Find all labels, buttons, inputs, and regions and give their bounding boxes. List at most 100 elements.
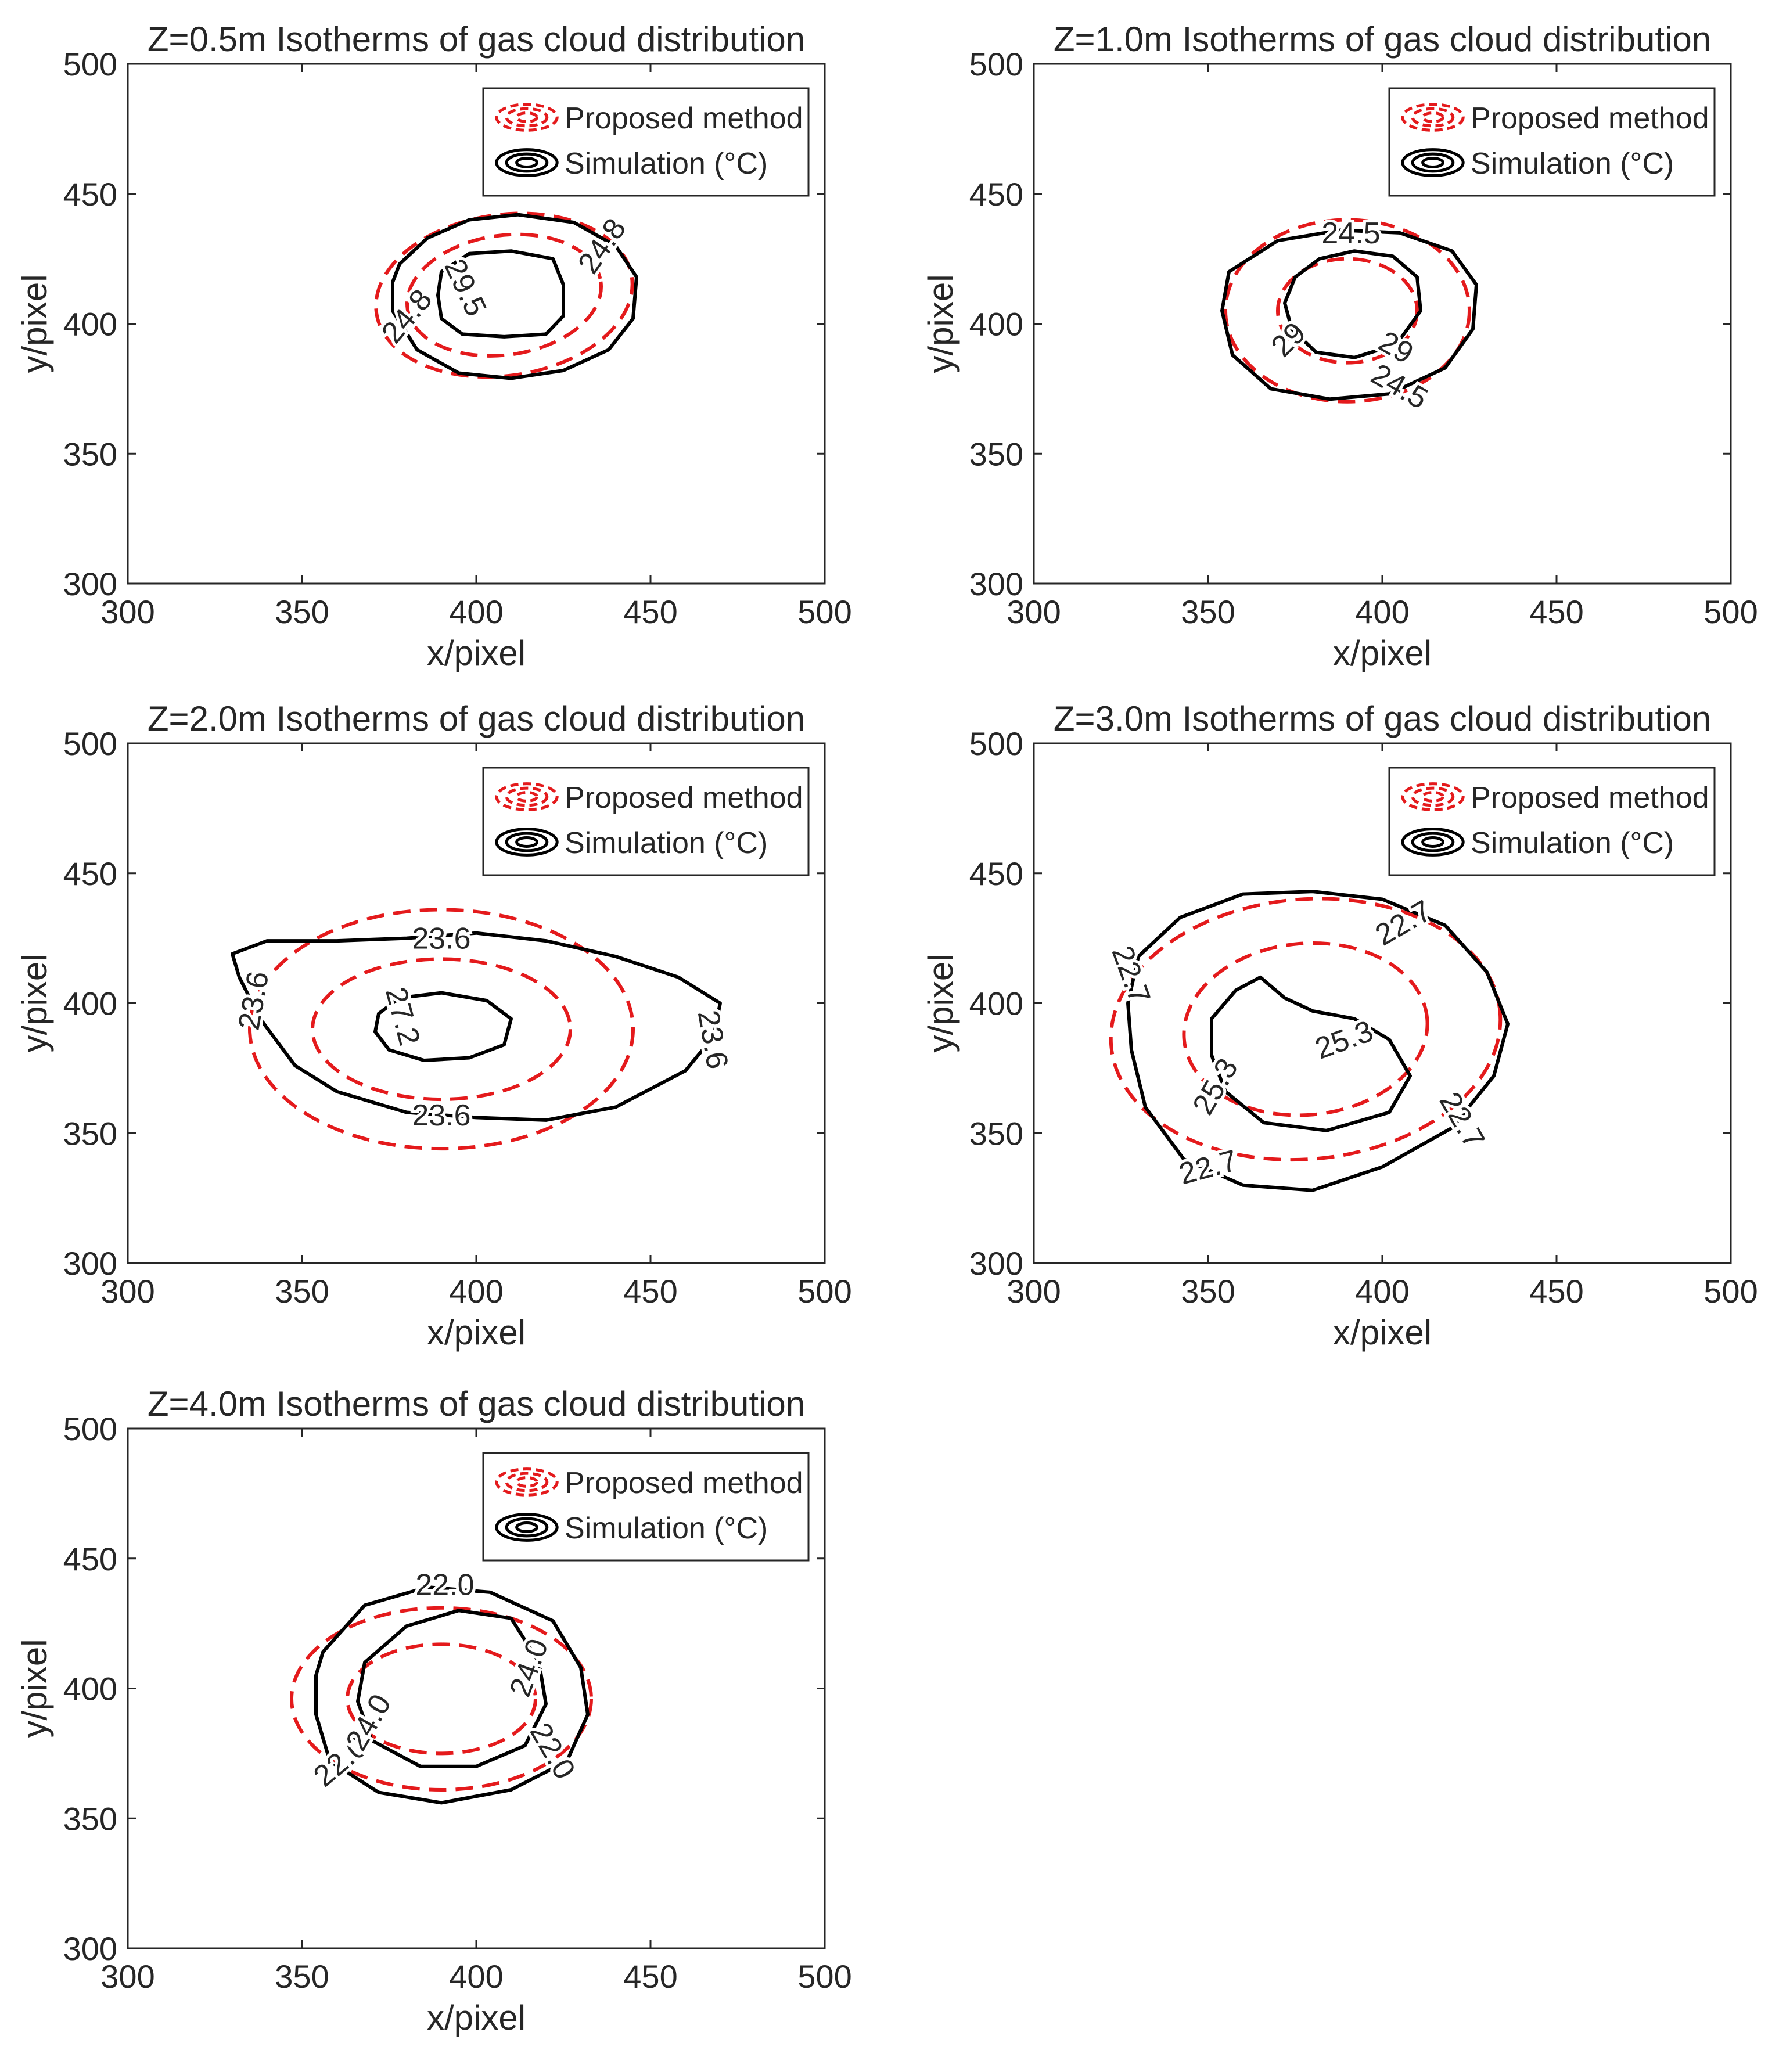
legend-simulation-swatch-3 <box>1421 836 1444 848</box>
contour-label: 22.0 <box>415 1569 474 1602</box>
x-tick-label: 300 <box>1007 1273 1061 1310</box>
proposed-contour-1 <box>248 908 635 1151</box>
y-tick-label: 300 <box>969 1245 1023 1282</box>
y-tick-label: 400 <box>969 985 1023 1022</box>
y-tick-label: 300 <box>969 566 1023 602</box>
legend-proposed-label: Proposed method <box>1471 781 1709 815</box>
x-tick-label: 350 <box>1181 1273 1235 1310</box>
chart-panel-4: 300 350 400 450 500 300 350 400 450 500 x/pixel y/p… <box>921 699 1758 1352</box>
legend-proposed-swatch-1 <box>495 103 559 132</box>
x-tick-label: 350 <box>275 593 329 630</box>
x-tick-label: 500 <box>797 593 851 630</box>
legend-proposed-swatch-3 <box>1421 111 1444 123</box>
chart-panel-2: 300 350 400 450 500 300 350 400 450 500 x/pixel y/p… <box>921 20 1758 672</box>
simulation-contour-27.2 <box>373 991 513 1062</box>
x-tick-label: 400 <box>1355 1273 1409 1310</box>
legend-proposed-swatch-2 <box>1411 786 1455 807</box>
legend-simulation-swatch-3 <box>515 1521 538 1533</box>
x-tick-label: 400 <box>449 1273 503 1310</box>
legend-proposed-swatch-2 <box>505 786 549 807</box>
y-tick-label: 300 <box>63 1245 117 1282</box>
legend-proposed-swatch-1 <box>1401 782 1465 811</box>
legend-simulation-label: Simulation (°C) <box>565 147 768 181</box>
x-tick-label: 450 <box>623 1273 677 1310</box>
legend-proposed-swatch-3 <box>515 111 538 123</box>
legend-proposed-swatch-3 <box>515 1476 538 1488</box>
x-axis-label: x/pixel <box>427 1998 526 2037</box>
y-tick-label: 500 <box>63 1411 117 1447</box>
chart-panel-5: 300 350 400 450 500 300 350 400 450 500 x/pixel y/p… <box>15 1384 852 2037</box>
y-tick-label: 400 <box>63 306 117 343</box>
legend: Proposed method Simulation (°C) <box>1388 87 1716 197</box>
legend-simulation-swatch-2 <box>505 152 549 173</box>
proposed-contour-1 <box>374 211 634 379</box>
legend-simulation-label: Simulation (°C) <box>565 826 768 860</box>
legend-simulation-label: Simulation (°C) <box>1471 826 1674 860</box>
legend-simulation-swatch-2 <box>1411 152 1455 173</box>
proposed-contour-2 <box>405 232 603 358</box>
y-tick-label: 350 <box>63 1800 117 1837</box>
y-tick-label: 300 <box>63 1930 117 1967</box>
legend-proposed-label: Proposed method <box>565 102 803 135</box>
contour-label: 24.5 <box>1321 217 1380 250</box>
y-tick-label: 450 <box>63 176 117 213</box>
y-tick-label: 400 <box>63 985 117 1022</box>
chart-panel-1: 300 350 400 450 500 300 350 400 450 500 x/pixel y/p… <box>15 20 852 672</box>
x-tick-label: 450 <box>623 593 677 630</box>
y-tick-label: 450 <box>63 1541 117 1577</box>
proposed-contour-2 <box>1276 257 1419 365</box>
legend-proposed-swatch-2 <box>505 107 549 128</box>
x-tick-label: 400 <box>1355 593 1409 630</box>
x-tick-label: 500 <box>1703 1273 1758 1310</box>
y-axis-label: y/pixel <box>921 954 960 1052</box>
x-tick-label: 300 <box>1007 593 1061 630</box>
simulation-contour-29 <box>1283 249 1422 359</box>
legend: Proposed method Simulation (°C) <box>482 87 810 197</box>
y-tick-label: 350 <box>969 436 1023 472</box>
y-tick-label: 500 <box>969 725 1023 762</box>
x-axis-label: x/pixel <box>427 634 526 672</box>
legend-simulation-swatch-2 <box>505 1517 549 1538</box>
x-axis-label: x/pixel <box>1333 634 1432 672</box>
legend-proposed-swatch-2 <box>505 1472 549 1492</box>
legend-proposed-swatch-3 <box>1421 791 1444 803</box>
x-tick-label: 450 <box>623 1958 677 1995</box>
chart-title: Z=2.0m Isotherms of gas cloud distributi… <box>148 699 805 738</box>
x-tick-label: 400 <box>449 593 503 630</box>
chart-panel-3: 300 350 400 450 500 300 350 400 450 500 x/pixel y/p… <box>15 699 852 1352</box>
x-axis-label: x/pixel <box>1333 1313 1432 1352</box>
legend-simulation-swatch-3 <box>515 157 538 168</box>
x-tick-label: 500 <box>797 1273 851 1310</box>
legend-simulation-label: Simulation (°C) <box>1471 147 1674 181</box>
proposed-contour-2 <box>311 957 572 1102</box>
y-axis-label: y/pixel <box>15 274 54 373</box>
x-tick-label: 300 <box>100 1958 154 1995</box>
legend-proposed-label: Proposed method <box>565 1466 803 1500</box>
chart-title: Z=3.0m Isotherms of gas cloud distributi… <box>1054 699 1711 738</box>
y-tick-label: 300 <box>63 566 117 602</box>
y-tick-label: 450 <box>969 176 1023 213</box>
y-tick-label: 500 <box>63 46 117 82</box>
x-tick-label: 300 <box>100 1273 154 1310</box>
x-tick-label: 350 <box>1181 593 1235 630</box>
legend-simulation-swatch-1 <box>495 148 559 177</box>
proposed-contour-1 <box>1224 218 1471 404</box>
legend-simulation-swatch-2 <box>1411 832 1455 852</box>
legend-simulation-swatch-1 <box>1401 148 1465 177</box>
simulation-contour-23.6 <box>231 931 722 1122</box>
y-tick-label: 350 <box>63 1115 117 1152</box>
legend-proposed-swatch-2 <box>1411 107 1455 128</box>
legend-proposed-swatch-3 <box>515 791 538 803</box>
chart-title: Z=4.0m Isotherms of gas cloud distributi… <box>148 1384 805 1423</box>
legend-proposed-label: Proposed method <box>1471 102 1709 135</box>
legend-proposed-label: Proposed method <box>565 781 803 815</box>
y-tick-label: 500 <box>969 46 1023 82</box>
x-tick-label: 450 <box>1529 1273 1583 1310</box>
y-axis-label: y/pixel <box>15 954 54 1052</box>
chart-title: Z=1.0m Isotherms of gas cloud distributi… <box>1054 20 1711 59</box>
legend-simulation-swatch-1 <box>1401 828 1465 857</box>
y-tick-label: 350 <box>969 1115 1023 1152</box>
simulation-contour-25.3 <box>1210 975 1412 1132</box>
y-tick-label: 350 <box>63 436 117 472</box>
